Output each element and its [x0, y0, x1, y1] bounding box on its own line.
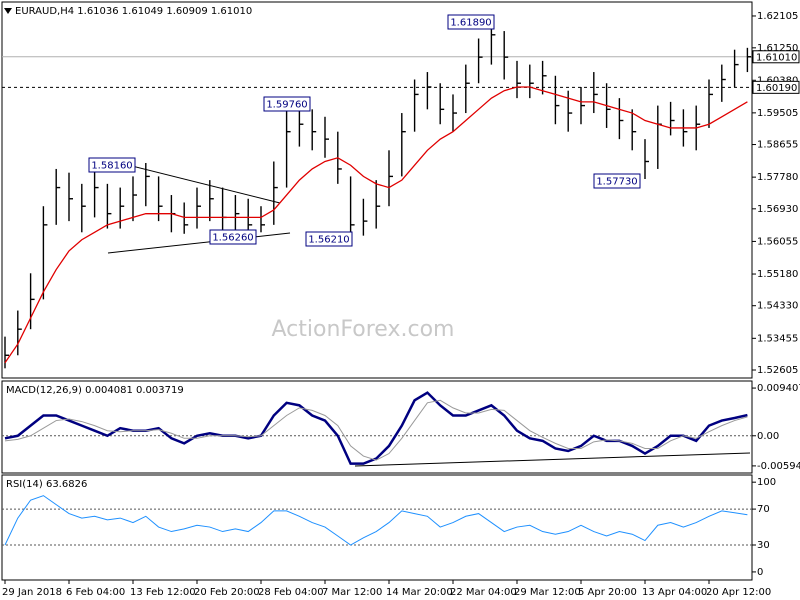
- y-tick-label: 0.00: [757, 431, 779, 442]
- y-tick-label: 1.55180: [757, 269, 798, 280]
- y-tick-label: 100: [757, 477, 776, 488]
- y-tick-label: 70: [757, 504, 770, 515]
- series-line: [4, 495, 748, 546]
- x-tick-label: 6 Feb 04:00: [66, 587, 125, 598]
- annotation: 1.58160: [91, 161, 132, 172]
- macd-frame: [1, 380, 753, 474]
- y-tick-label: 1.61250: [757, 43, 798, 54]
- x-tick-label: 22 Mar 04:00: [450, 587, 517, 598]
- y-tick-label: 1.56930: [757, 204, 798, 215]
- annotation: 1.56210: [308, 235, 349, 246]
- y-tick-label: 1.54330: [757, 301, 798, 312]
- x-tick-label: 29 Mar 12:00: [514, 587, 581, 598]
- price-label: 1.60190: [756, 83, 797, 94]
- y-tick-label: 1.57780: [757, 172, 798, 183]
- y-tick-label: -0.00594: [757, 461, 800, 472]
- x-tick-label: 28 Feb 04:00: [258, 587, 324, 598]
- annotation: 1.61890: [450, 18, 491, 29]
- x-tick-label: 29 Jan 2018: [2, 587, 62, 598]
- y-tick-label: 1.62105: [757, 11, 798, 22]
- annotation: 1.56260: [212, 233, 253, 244]
- x-tick-label: 14 Mar 20:00: [386, 587, 453, 598]
- price-box: [752, 80, 800, 94]
- panel-title: RSI(14) 63.6826: [6, 479, 87, 490]
- annotation: 1.57730: [596, 177, 637, 188]
- watermark: ActionForex.com: [272, 317, 455, 342]
- macd-trendline: [354, 452, 751, 467]
- y-tick-label: 1.60380: [757, 75, 798, 86]
- rsi-frame: [1, 474, 753, 581]
- y-tick-label: 1.52605: [757, 365, 798, 376]
- x-tick-label: 20 Feb 20:00: [194, 587, 260, 598]
- price-label: 1.61010: [756, 52, 797, 63]
- frames: [1, 1, 753, 581]
- y-tick-label: 0.009407: [757, 383, 800, 394]
- x-tick-label: 7 Mar 12:00: [322, 587, 382, 598]
- annotation-box: [447, 14, 495, 30]
- price-frame: [1, 1, 753, 379]
- menu-arrow: [4, 8, 12, 14]
- annotation-box: [263, 96, 311, 112]
- y-tick-label: 1.58655: [757, 140, 798, 151]
- moving-average: [4, 86, 748, 364]
- y-tick-label: 1.56055: [757, 236, 798, 247]
- y-tick-label: 1.59505: [757, 108, 798, 119]
- annotation-box: [88, 157, 136, 173]
- y-tick-label: 30: [757, 540, 770, 551]
- series-line: [4, 399, 748, 461]
- trendline: [107, 232, 291, 254]
- annotation-box: [209, 229, 257, 245]
- y-tick-label: 1.53455: [757, 333, 798, 344]
- annotation-box: [305, 231, 353, 247]
- annotation: 1.59760: [266, 100, 307, 111]
- price-box: [752, 50, 800, 64]
- trendline: [107, 159, 281, 204]
- x-tick-label: 20 Apr 12:00: [706, 587, 771, 598]
- y-tick-label: 0: [757, 567, 763, 578]
- x-tick-label: 5 Apr 20:00: [578, 587, 637, 598]
- panel-title: EURAUD,H4 1.61036 1.61049 1.60909 1.6101…: [15, 6, 252, 17]
- series-line: [4, 391, 748, 465]
- annotation-box: [593, 173, 641, 189]
- x-tick-label: 13 Apr 04:00: [642, 587, 707, 598]
- x-tick-label: 13 Feb 12:00: [130, 587, 196, 598]
- panel-title: MACD(12,26,9) 0.004081 0.003719: [6, 385, 184, 396]
